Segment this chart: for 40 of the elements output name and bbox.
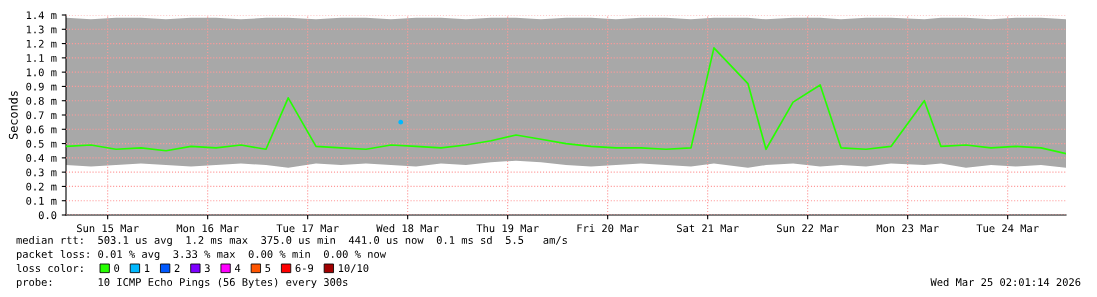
line-series <box>66 47 1066 155</box>
x-tick-label: Tue 24 Mar <box>976 224 1039 233</box>
x-tick-label: Mon 23 Mar <box>876 224 939 233</box>
legend-label: 0 <box>114 264 120 273</box>
text: packet loss: 0.01 % avg 3.33 % max 0.00 % min 0.00 % now <box>16 249 387 261</box>
text: probe: 10 ICMP Echo Pings (56 Bytes) every 300s <box>16 277 348 289</box>
y-tick-label: 1.3 m <box>26 25 57 34</box>
y-tick-label: 1.2 m <box>26 39 57 48</box>
legend-label: 5 <box>265 264 271 273</box>
y-axis-title: Seconds <box>8 91 18 140</box>
y-tick-label: 1.4 m <box>26 11 57 19</box>
y-tick-label: 1.1 m <box>26 54 57 62</box>
x-tick-label: Tue 17 Mar <box>276 224 339 233</box>
y-tick-label: 0.6 m <box>26 125 57 134</box>
x-tick-label: Fri 20 Mar <box>577 224 639 233</box>
y-tick-label: 0.9 m <box>26 82 57 91</box>
x-tick-label: Sun 22 Mar <box>777 224 839 233</box>
y-tick-label: 0.5 m <box>26 139 57 148</box>
y-tick-label: 0.0 <box>38 211 57 220</box>
legend-label: 10/10 <box>338 264 369 273</box>
x-tick-label: Sat 21 Mar <box>677 224 739 233</box>
y-tick-label: 0.1 m <box>26 196 57 205</box>
y-tick-label: 0.8 m <box>26 96 57 105</box>
x-tick-label: Wed 18 Mar <box>376 224 439 233</box>
legend-title: loss color: <box>16 263 83 273</box>
x-tick-label: Mon 16 Mar <box>176 224 239 233</box>
text: median rtt: 503.1 us avg 1.2 ms max 375.0 us min 441.0 us now 0.1 ms sd 5.5 am/s <box>16 235 567 247</box>
legend-label: 6-9 <box>295 264 314 273</box>
x-tick-label: Sun 15 Mar <box>77 224 139 233</box>
y-tick-label: 0.4 m <box>26 154 57 162</box>
legend-label: 3 <box>204 264 210 273</box>
y-tick-label: 0.2 m <box>26 182 57 191</box>
y-tick-label: 0.7 m <box>26 111 57 120</box>
y-tick-label: 0.3 m <box>26 168 57 177</box>
text: Wed Mar 25 02:01:14 2026 <box>930 277 1081 287</box>
legend-label: 4 <box>234 264 241 272</box>
legend-label: 1 <box>145 264 150 272</box>
y-tick-label: 1.0 m <box>26 68 57 77</box>
legend-label: 2 <box>174 264 180 272</box>
x-tick-label: Thu 19 Mar <box>476 224 539 233</box>
